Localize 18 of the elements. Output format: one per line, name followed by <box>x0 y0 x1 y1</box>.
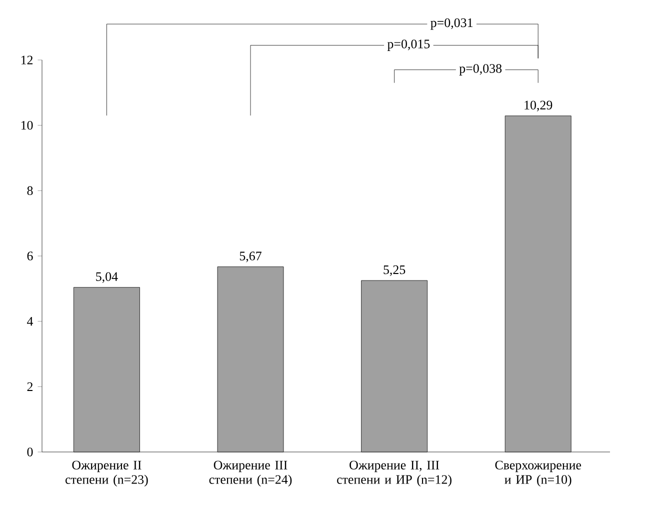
y-tick-label: 0 <box>27 448 33 456</box>
y-tick-label: 4 <box>27 317 34 326</box>
y-tick-label: 10 <box>21 120 33 130</box>
data-label: 10,29 <box>524 100 552 112</box>
data-label: 5,67 <box>240 252 262 262</box>
data-label: 5,25 <box>384 265 406 276</box>
annotation: p=0,038 <box>459 64 502 76</box>
text: p=0,015 <box>387 40 430 51</box>
y-tick-label: 2 <box>27 382 33 391</box>
y-tick-label: 6 <box>27 252 33 260</box>
x-tick-label: Ожирение III степени (n=24) <box>209 460 292 487</box>
x-tick-label: Ожирение II степени (n=23) <box>66 460 148 487</box>
y-tick-label: 12 <box>21 56 33 64</box>
text: p=0,031 <box>430 18 473 30</box>
x-tick-label: Ожирение II, III степени и ИР (n=12) <box>337 460 452 487</box>
x-tick-label: Сверхожирение и ИР (n=10) <box>495 460 582 487</box>
y-tick-label: 8 <box>27 186 33 196</box>
data-label: 5,04 <box>96 272 118 283</box>
